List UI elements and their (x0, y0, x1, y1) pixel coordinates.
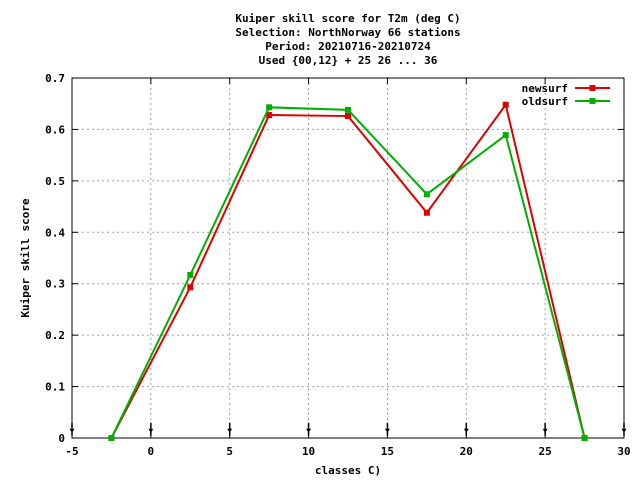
class-marker-arrow (463, 428, 469, 433)
class-marker-arrow (306, 428, 312, 433)
newsurf-point (345, 113, 351, 120)
x-tick-label: 0 (148, 445, 155, 458)
y-axis-label: Kuiper skill score (19, 198, 32, 318)
x-tick-label: 20 (460, 445, 473, 458)
x-axis-ticks: -5 0 5 10 15 20 25 30 (65, 78, 631, 458)
class-marker-arrow (227, 428, 233, 433)
newsurf-point (187, 284, 194, 291)
newsurf-point (423, 209, 430, 216)
class-marker-arrow (542, 428, 548, 433)
oldsurf-point (187, 271, 194, 278)
title-line-3: Period: 20210716-20210724 (265, 40, 431, 53)
newsurf-point (502, 101, 509, 108)
newsurf-point (266, 112, 273, 119)
class-marker-arrow (384, 428, 390, 433)
class-marker-arrow (148, 428, 154, 433)
x-tick-label: 15 (381, 445, 394, 458)
legend-marker-newsurf (589, 85, 596, 91)
oldsurf-point (266, 104, 273, 111)
x-tick-label: 10 (302, 445, 315, 458)
title-line-1: Kuiper skill score for T2m (deg C) (235, 12, 460, 25)
title-line-2: Selection: NorthNorway 66 stations (235, 26, 460, 39)
y-axis-ticks: 0 0.1 0.2 0.3 0.4 0.5 0.6 0.7 (45, 72, 624, 445)
x-axis-label: classes C) (315, 464, 381, 477)
y-tick-label: 0.6 (45, 123, 65, 136)
oldsurf-point (502, 132, 509, 139)
title-line-4: Used {00,12} + 25 26 ... 36 (259, 54, 438, 67)
oldsurf-point (423, 191, 430, 198)
oldsurf-point (108, 435, 115, 441)
oldsurf-point (581, 435, 588, 441)
legend-marker-oldsurf (589, 98, 596, 104)
y-tick-label: 0.2 (45, 329, 65, 342)
oldsurf-line (110, 106, 586, 439)
legend-label-newsurf: newsurf (522, 82, 568, 95)
y-tick-label: 0.1 (45, 381, 65, 394)
legend-label-oldsurf: oldsurf (522, 95, 568, 108)
y-tick-label: 0.3 (45, 278, 65, 291)
chart-title: Kuiper skill score for T2m (deg C)Select… (235, 12, 460, 67)
x-tick-label: 5 (226, 445, 233, 458)
x-tick-label: 25 (539, 445, 552, 458)
newsurf-line (110, 102, 586, 439)
plot-frame (71, 77, 625, 439)
class-marker-arrow (621, 428, 627, 433)
y-tick-label: 0.5 (45, 175, 65, 188)
x-tick-label: 30 (617, 445, 630, 458)
series-lines (108, 101, 588, 441)
oldsurf-point (345, 106, 351, 113)
y-tick-label: 0.7 (45, 72, 65, 85)
class-marker-arrow (69, 428, 75, 433)
class-boundary-markers (69, 422, 627, 436)
x-tick-label: -5 (65, 445, 78, 458)
y-tick-label: 0 (58, 432, 65, 445)
y-tick-label: 0.4 (45, 226, 65, 239)
